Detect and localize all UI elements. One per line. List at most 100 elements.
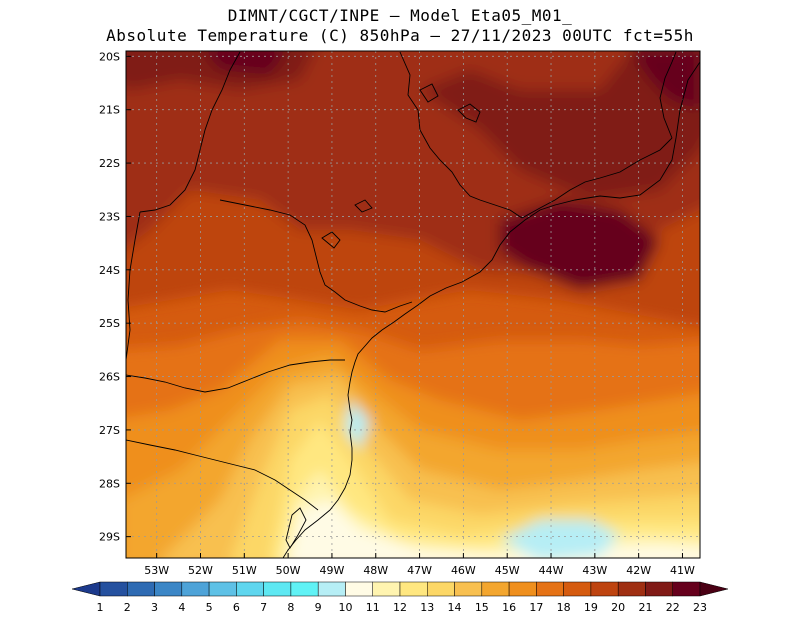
colorbar-label: 4 — [178, 601, 185, 614]
plot-frame — [125, 50, 701, 559]
colorbar-swatch — [345, 581, 373, 597]
colorbar-label: 8 — [287, 601, 294, 614]
field-10c-sw — [345, 400, 370, 450]
lat-label: 21S — [99, 104, 120, 117]
lon-label: 47W — [407, 564, 432, 577]
reservoir-4 — [354, 199, 373, 213]
reservoir-2 — [419, 83, 439, 103]
colorbar-label: 13 — [420, 601, 434, 614]
lat-label: 20S — [99, 50, 120, 63]
colorbar-swatch — [563, 581, 592, 597]
border-pr-west — [126, 211, 141, 361]
colorbar-swatch — [208, 581, 237, 597]
lon-label: 45W — [495, 564, 520, 577]
colorbar-swatch — [181, 581, 210, 597]
colorbar-swatch — [99, 581, 128, 597]
lon-label: 50W — [276, 564, 301, 577]
field-23c-ne — [630, 51, 700, 110]
colorbar-swatch — [481, 581, 510, 597]
colorbar-label: 18 — [557, 601, 571, 614]
colorbar-swatch — [536, 581, 564, 597]
colorbar-swatch — [372, 581, 401, 597]
field-23c — [500, 200, 660, 290]
colorbar: 1 2 3 4 5 6 7 8 9 10 11 12 13 14 15 16 17 18 19 20 21 22 23 — [71, 581, 729, 614]
colorbar-label: 12 — [393, 601, 407, 614]
map-subtitle: Absolute Temperature (C) 850hPa – 27/11/… — [106, 26, 694, 45]
colorbar-swatch — [317, 581, 346, 597]
colorbar-label: 19 — [584, 601, 598, 614]
colorbar-high-arrow — [699, 581, 729, 597]
colorbar-label: 15 — [475, 601, 489, 614]
coastline — [282, 61, 700, 558]
field-23c-nw — [204, 51, 286, 75]
lat-lon-grid — [126, 51, 700, 558]
field-12c — [280, 470, 700, 558]
temperature-field — [126, 51, 700, 558]
reservoir-1 — [457, 103, 481, 123]
field-11c — [290, 500, 700, 558]
colorbar-label: 23 — [693, 601, 707, 614]
reservoir-3 — [321, 231, 341, 249]
lat-label: 26S — [99, 371, 120, 384]
lat-label: 27S — [99, 424, 120, 437]
colorbar-swatch — [154, 581, 183, 597]
border-sc-rs — [126, 439, 319, 511]
lon-label: 52W — [188, 564, 213, 577]
colorbar-low-arrow — [71, 581, 101, 597]
lagoon-patos — [285, 507, 307, 549]
lon-label: 42W — [626, 564, 651, 577]
longitude-axis: 53W 52W 51W 50W 49W 48W 47W 46W 45W 44W 43W 42W 41W — [144, 553, 695, 577]
colorbar-label: 1 — [97, 601, 104, 614]
colorbar-label: 11 — [366, 601, 380, 614]
colorbar-swatch — [508, 581, 537, 597]
colorbar-swatch — [399, 581, 428, 597]
colorbar-swatch — [617, 581, 646, 597]
colorbar-label: 21 — [638, 601, 652, 614]
lat-label: 22S — [99, 157, 120, 170]
colorbar-swatch — [290, 581, 319, 597]
colorbar-swatch — [236, 581, 264, 597]
colorbar-swatch — [672, 581, 701, 597]
borders — [126, 51, 700, 558]
lon-label: 43W — [582, 564, 607, 577]
lon-label: 44W — [539, 564, 564, 577]
field-10c — [500, 520, 620, 558]
lat-label: 25S — [99, 317, 120, 330]
lon-label: 48W — [363, 564, 388, 577]
border-mg-rj — [521, 137, 673, 219]
colorbar-label: 16 — [502, 601, 516, 614]
colorbar-swatch — [263, 581, 292, 597]
border-mg-sp — [399, 51, 523, 219]
colorbar-swatch — [427, 581, 455, 597]
colorbar-swatch — [127, 581, 155, 597]
colorbar-label: 9 — [315, 601, 322, 614]
colorbar-swatch — [454, 581, 483, 597]
lat-label: 29S — [99, 531, 120, 544]
colorbar-label: 5 — [206, 601, 213, 614]
lon-label: 49W — [320, 564, 345, 577]
colorbar-label: 2 — [124, 601, 131, 614]
border-pr-sc — [126, 359, 345, 393]
lat-label: 23S — [99, 210, 120, 223]
border-mg-es — [659, 51, 677, 139]
colorbar-label: 7 — [260, 601, 267, 614]
lon-label: 53W — [144, 564, 169, 577]
colorbar-label: 3 — [151, 601, 158, 614]
colorbar-label: 10 — [338, 601, 352, 614]
lat-label: 28S — [99, 477, 120, 490]
colorbar-label: 6 — [233, 601, 240, 614]
border-ms-sp — [139, 51, 241, 213]
colorbar-label: 14 — [448, 601, 462, 614]
map-title: DIMNT/CGCT/INPE – Model Eta05_M01_ — [227, 6, 573, 25]
colorbar-label: 20 — [611, 601, 625, 614]
lat-label: 24S — [99, 264, 120, 277]
lon-label: 41W — [670, 564, 695, 577]
colorbar-label: 22 — [666, 601, 680, 614]
lon-label: 46W — [451, 564, 476, 577]
colorbar-swatch — [645, 581, 673, 597]
lon-label: 51W — [232, 564, 257, 577]
border-sp-pr — [219, 199, 413, 313]
latitude-axis: 20S 21S 22S 23S 24S 25S 26S 27S 28S 29S — [99, 50, 131, 544]
colorbar-swatch — [590, 581, 619, 597]
